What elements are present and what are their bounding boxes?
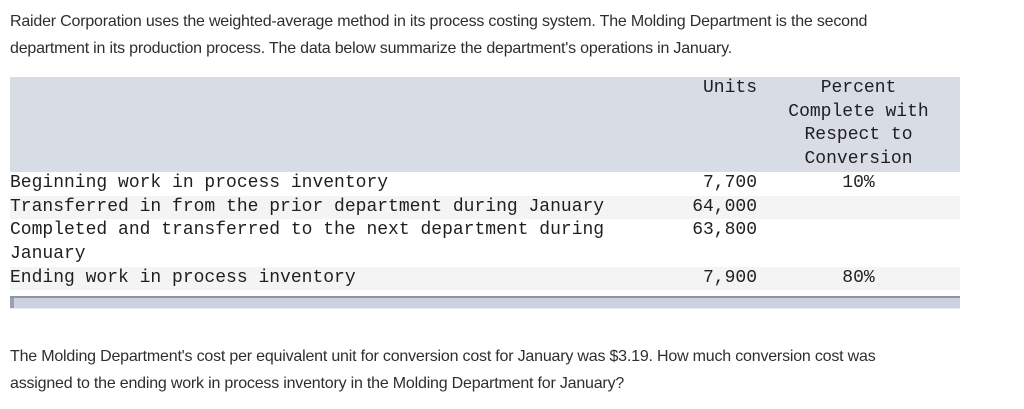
units-value: 7,700 [702,172,757,193]
intro-line-1: Raider Corporation uses the weighted-ave… [10,13,868,30]
percent-column-header: Percent Complete with Respect to Convers… [757,77,960,172]
intro-line-2: department in its production process. Th… [10,40,733,57]
table-row: Beginning work in process inventory 7,70… [10,172,960,196]
percent-value [757,195,960,220]
percent-header-line-4: Conversion [804,149,913,170]
intro-paragraph: Raider Corporation uses the weighted-ave… [10,8,1014,62]
units-column-header: Units [645,77,757,172]
units-value: 64,000 [645,195,757,220]
units-value: 63,800 [692,220,757,241]
row-label: Ending work in process inventory [10,266,645,291]
percent-value [757,219,960,266]
table-header-row: Units Percent Complete with Respect to C… [10,77,960,172]
percent-value: 10% [842,172,875,193]
operations-table-container: Units Percent Complete with Respect to C… [10,77,960,310]
operations-table: Units Percent Complete with Respect to C… [10,77,960,291]
row-label: Completed and transferred to the next de… [10,220,605,264]
scrollbar-thumb[interactable] [10,298,14,309]
table-row: Ending work in process inventory 7,900 8… [10,266,960,291]
percent-header-line-1: Percent [820,78,897,98]
problem-page: Raider Corporation uses the weighted-ave… [10,8,1014,397]
table-row: Completed and transferred to the next de… [10,219,960,266]
row-label: Transferred in from the prior department… [10,195,645,220]
question-line-1: The Molding Department's cost per equiva… [10,348,876,366]
label-column-header [10,77,645,172]
units-value: 7,900 [645,266,757,291]
row-label: Beginning work in process inventory [10,172,389,193]
horizontal-scrollbar[interactable] [10,296,960,310]
percent-header-line-3: Respect to [804,125,913,146]
question-line-2: assigned to the ending work in process i… [10,375,625,393]
percent-header-line-2: Complete with [788,101,929,122]
table-row: Transferred in from the prior department… [10,195,960,220]
percent-value: 80% [757,266,960,291]
question-paragraph: The Molding Department's cost per equiva… [10,343,1014,397]
